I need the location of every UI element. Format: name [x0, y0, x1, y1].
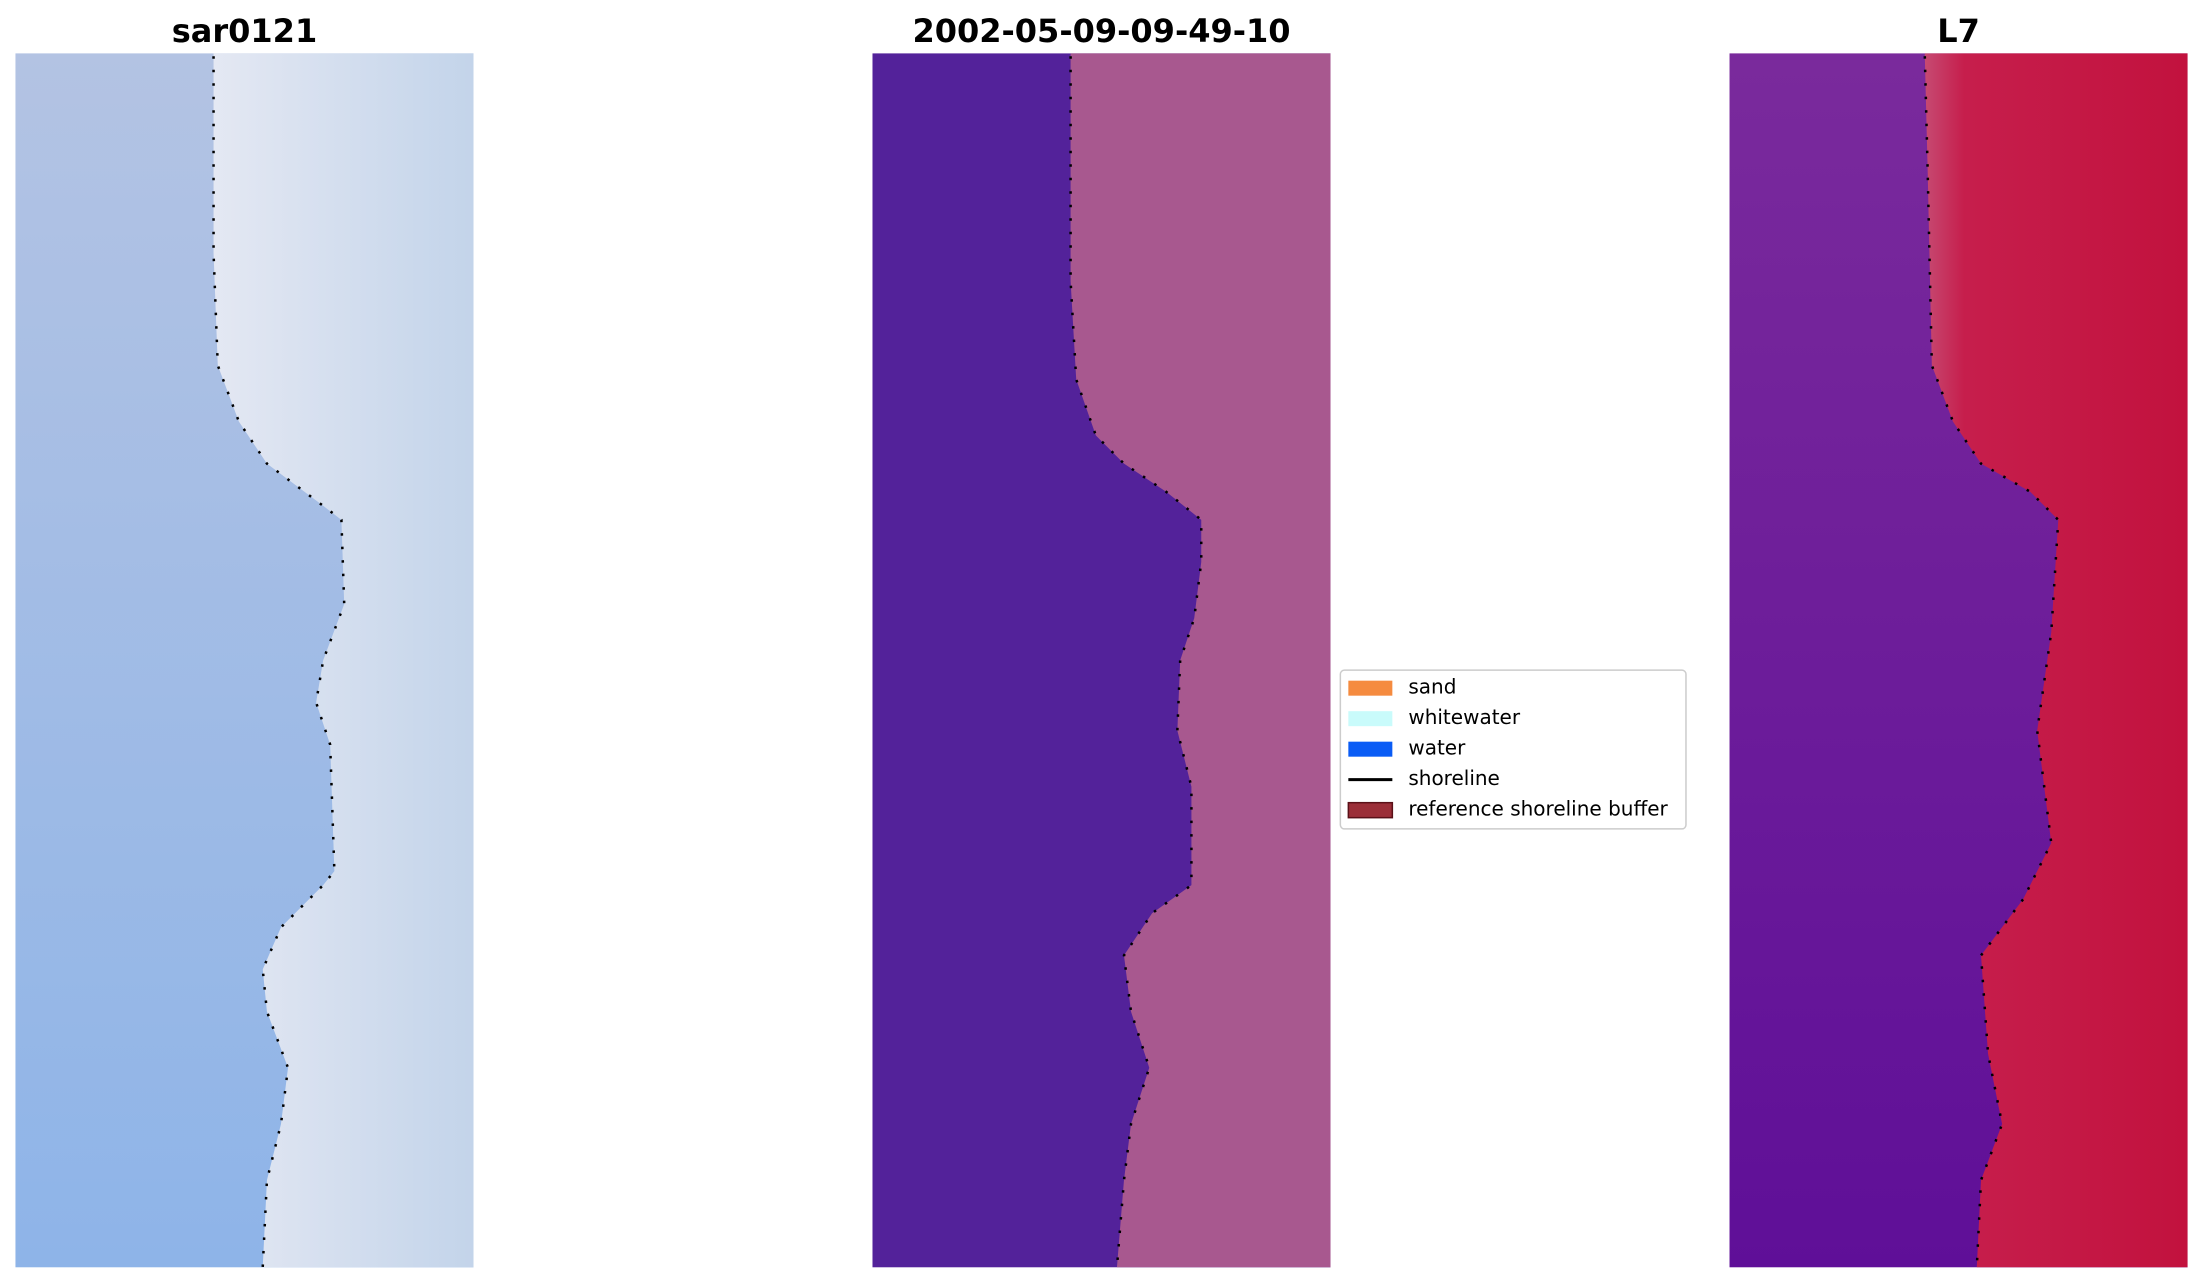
legend-swatch [1348, 711, 1393, 727]
legend-swatch [1348, 741, 1393, 757]
panel-title: sar0121 [172, 12, 317, 50]
legend-label: whitewater [1408, 705, 1520, 729]
land-area [1070, 53, 1331, 1268]
panel-title: L7 [1937, 12, 1980, 50]
legend-label: reference shoreline buffer [1408, 797, 1668, 821]
panel-title: 2002-05-09-09-49-10 [912, 12, 1290, 50]
legend: sand whitewater water shoreline reference sh… [1339, 669, 1687, 830]
legend-label: water [1408, 736, 1466, 760]
legend-swatch [1347, 801, 1394, 819]
legend-frame [1339, 669, 1687, 830]
land-area [1924, 53, 2188, 1268]
shoreline [1923, 56, 2060, 1268]
legend-label: sand [1408, 675, 1456, 699]
land-area [213, 53, 474, 1268]
panels: sar0121 2002-05-09-09-49-10 L7 [15, 12, 2188, 1268]
legend-label: shoreline [1408, 766, 1500, 790]
legend-swatch [1348, 680, 1393, 696]
